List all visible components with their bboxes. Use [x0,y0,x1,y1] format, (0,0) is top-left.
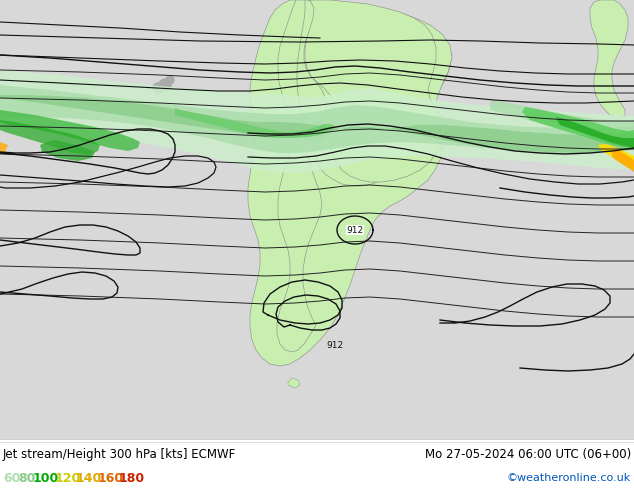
Polygon shape [0,95,634,153]
Text: 912: 912 [346,225,363,235]
Text: 160: 160 [98,471,124,485]
Text: 180: 180 [119,471,145,485]
Polygon shape [0,85,634,153]
Circle shape [166,76,174,84]
Text: 60: 60 [3,471,20,485]
Text: 912: 912 [327,341,344,349]
Text: Mo 27-05-2024 06:00 UTC (06+00): Mo 27-05-2024 06:00 UTC (06+00) [425,447,631,461]
Polygon shape [522,107,634,148]
Polygon shape [556,117,634,148]
Polygon shape [248,0,452,366]
Polygon shape [598,144,634,170]
Text: Jet stream/Height 300 hPa [kts] ECMWF: Jet stream/Height 300 hPa [kts] ECMWF [3,447,236,461]
Text: 100: 100 [33,471,59,485]
Text: 80: 80 [18,471,36,485]
Polygon shape [0,142,8,152]
Polygon shape [0,120,100,155]
Polygon shape [175,108,335,138]
Polygon shape [590,0,628,118]
Text: 120: 120 [55,471,81,485]
Polygon shape [40,140,95,161]
Text: ©weatheronline.co.uk: ©weatheronline.co.uk [507,473,631,483]
Polygon shape [0,70,634,173]
Polygon shape [304,120,325,143]
Polygon shape [277,0,322,352]
Text: 140: 140 [76,471,102,485]
Circle shape [153,83,163,93]
Polygon shape [612,150,634,172]
Polygon shape [288,378,300,388]
Polygon shape [305,0,440,182]
Polygon shape [490,100,634,140]
Polygon shape [0,110,140,151]
Circle shape [159,79,171,91]
Polygon shape [304,0,452,186]
